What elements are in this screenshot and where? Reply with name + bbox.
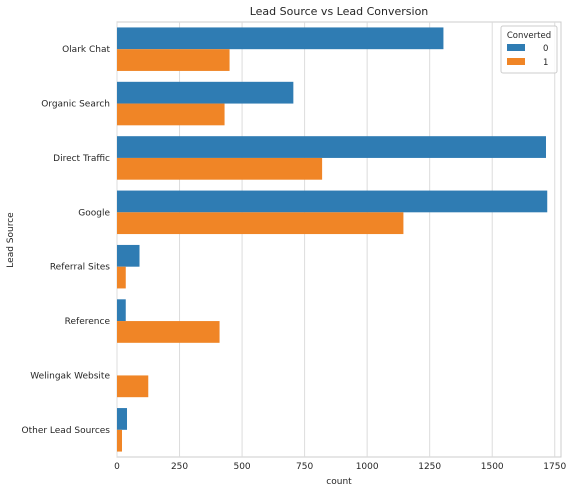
y-tick-label: Direct Traffic bbox=[53, 154, 110, 164]
legend-swatch-0 bbox=[507, 44, 525, 51]
y-tick-label: Google bbox=[78, 208, 110, 218]
x-tick-label: 1000 bbox=[356, 462, 379, 472]
y-tick-label: Welingak Website bbox=[30, 371, 110, 381]
x-tick-label: 1250 bbox=[418, 462, 441, 472]
bar-series-0 bbox=[117, 190, 548, 213]
legend-label-0: 0 bbox=[543, 44, 548, 54]
x-tick-label: 0 bbox=[114, 462, 120, 472]
bar-series-1 bbox=[117, 103, 225, 126]
bar-series-0 bbox=[117, 27, 444, 50]
bar-series-0 bbox=[117, 244, 140, 267]
bar-series-1 bbox=[117, 157, 323, 180]
y-tick-label: Organic Search bbox=[41, 100, 110, 110]
legend-label-1: 1 bbox=[543, 58, 548, 68]
bar-series-1 bbox=[117, 49, 230, 71]
bar-series-0 bbox=[117, 299, 126, 322]
legend: Converted 0 1 bbox=[500, 25, 558, 74]
bar-series-1 bbox=[117, 375, 149, 398]
x-tick-label: 1750 bbox=[543, 462, 566, 472]
y-tick-label: Other Lead Sources bbox=[22, 426, 111, 436]
bar-series-1 bbox=[117, 429, 123, 452]
bars bbox=[117, 27, 548, 452]
y-axis-tick-labels: Olark Chat Organic Search Direct Traffic Go… bbox=[22, 45, 111, 436]
legend-title: Converted bbox=[507, 31, 551, 41]
x-tick-label: 750 bbox=[296, 462, 313, 472]
bar-series-1 bbox=[117, 266, 126, 289]
x-axis-tick-labels: 0 250 500 750 1000 1250 1500 1750 bbox=[114, 462, 566, 472]
x-tick-label: 500 bbox=[233, 462, 250, 472]
y-tick-label: Olark Chat bbox=[62, 45, 110, 55]
y-tick-label: Reference bbox=[65, 317, 111, 327]
x-tick-label: 1500 bbox=[481, 462, 504, 472]
bar-series-1 bbox=[117, 321, 220, 343]
bar-series-1 bbox=[117, 212, 404, 235]
legend-swatch-1 bbox=[507, 58, 525, 65]
x-tick-label: 250 bbox=[171, 462, 188, 472]
chart-title: Lead Source vs Lead Conversion bbox=[250, 5, 429, 18]
bar-series-0 bbox=[117, 408, 128, 430]
bar-series-0 bbox=[117, 136, 546, 158]
x-axis-label: count bbox=[326, 477, 352, 487]
plot-area bbox=[116, 21, 562, 458]
bar-series-0 bbox=[117, 81, 294, 104]
y-axis-label: Lead Source bbox=[6, 212, 16, 268]
y-tick-label: Referral Sites bbox=[50, 263, 110, 273]
